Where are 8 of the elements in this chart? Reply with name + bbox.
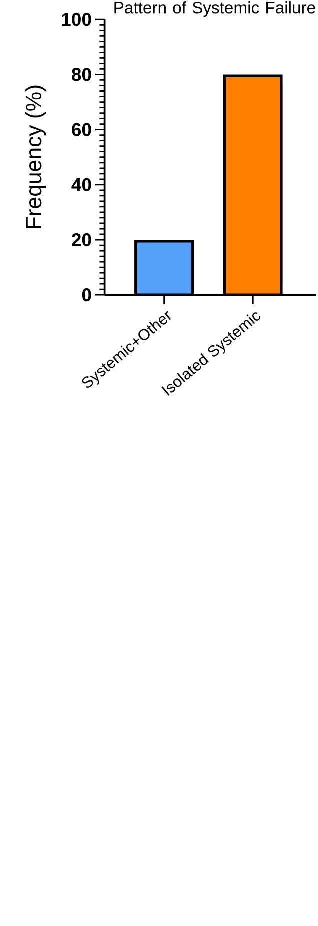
y-axis-title: Frequency (%) (25, 86, 46, 228)
y-tick-label: 100 (62, 13, 92, 26)
y-tick-label: 0 (82, 288, 92, 302)
y-tick-label: 80 (72, 68, 92, 82)
y-tick-label: 60 (72, 123, 92, 136)
y-tick-label: 40 (71, 178, 92, 192)
chart-title: Pattern of Systemic Failure (114, 2, 316, 18)
y-tick-label: 20 (72, 233, 92, 247)
